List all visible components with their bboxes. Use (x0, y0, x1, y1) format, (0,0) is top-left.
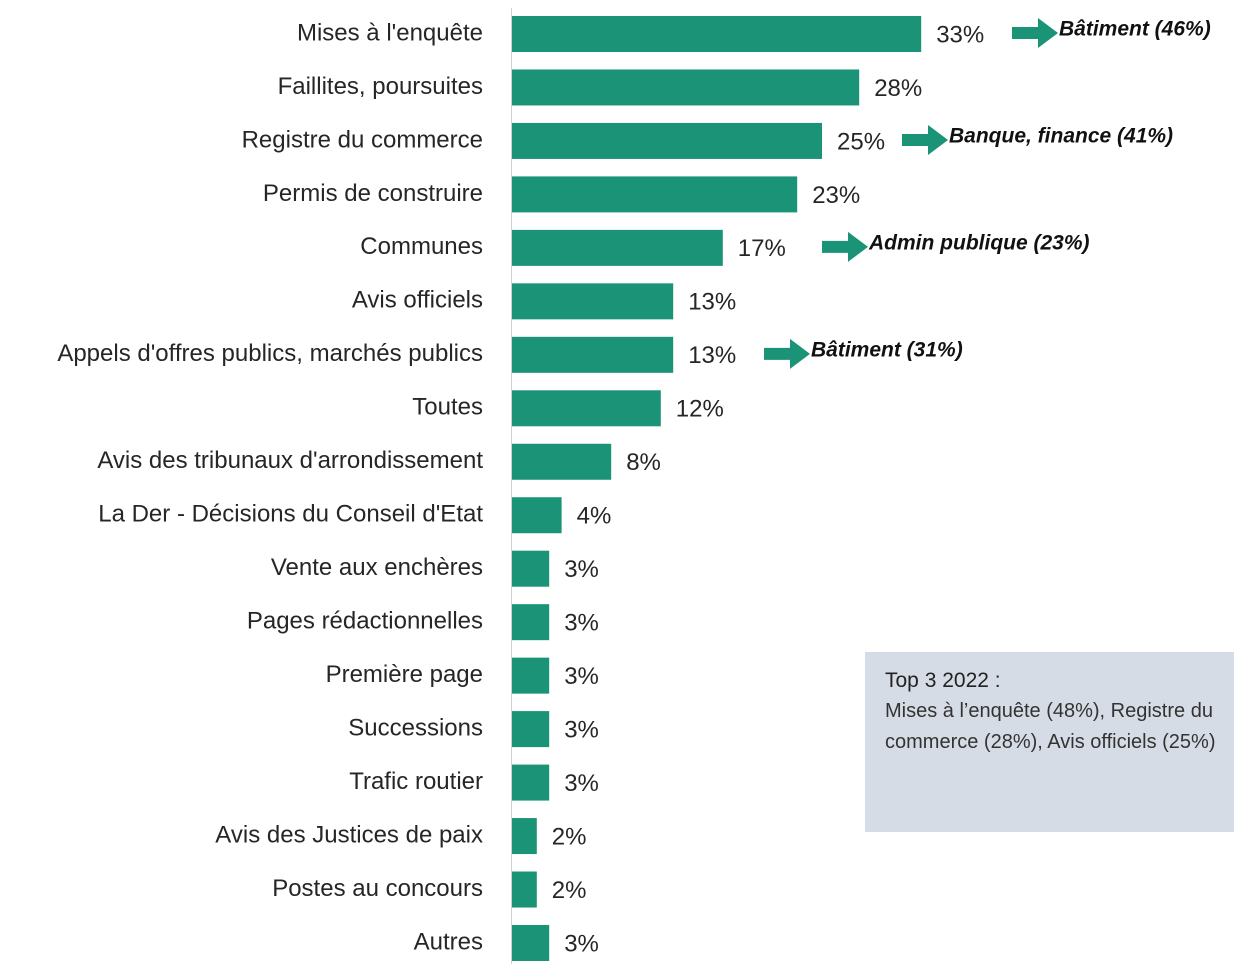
category-label: Pages rédactionnelles (247, 608, 483, 635)
category-label: Vente aux enchères (271, 554, 483, 581)
bar (512, 69, 860, 106)
value-label: 33% (936, 21, 984, 48)
annotation: Bâtiment (31%) (811, 338, 963, 361)
note-text: Mises à l’enquête (48%), Registre du com… (885, 700, 1216, 753)
category-label: Première page (326, 661, 483, 688)
bar (512, 176, 798, 213)
bar (512, 818, 537, 855)
note-box: Top 3 2022 : Mises à l’enquête (48%), Re… (865, 652, 1234, 832)
annotation-arrow (822, 231, 868, 262)
bar (512, 764, 550, 801)
bar (512, 497, 562, 534)
bar (512, 657, 550, 694)
value-label: 28% (874, 75, 922, 102)
bar (512, 924, 550, 961)
value-label: 3% (564, 770, 599, 797)
bar (512, 871, 537, 908)
category-label: Avis officiels (352, 287, 483, 314)
value-label: 3% (564, 716, 599, 743)
value-label: 3% (564, 610, 599, 637)
value-label: 23% (812, 182, 860, 209)
annotation: Bâtiment (46%) (1059, 18, 1211, 41)
category-label: Successions (348, 714, 483, 741)
value-label: 13% (688, 289, 736, 316)
annotation-arrow (902, 124, 948, 155)
bar (512, 550, 550, 587)
bar (512, 283, 674, 320)
category-label: Avis des Justices de paix (215, 821, 483, 848)
bar (512, 390, 661, 427)
note-content: Top 3 2022 : Mises à l’enquête (48%), Re… (885, 666, 1234, 758)
annotation-arrow (764, 338, 810, 369)
category-label: Faillites, poursuites (278, 73, 483, 100)
bar (512, 711, 550, 748)
category-label: Registre du commerce (242, 126, 483, 153)
note-title: Top 3 2022 : (885, 669, 1001, 692)
bar (512, 16, 922, 52)
value-label: 2% (552, 823, 587, 850)
value-label: 17% (738, 235, 786, 262)
value-label: 12% (676, 396, 724, 423)
value-label: 25% (837, 128, 885, 155)
category-label: Autres (414, 928, 483, 955)
bar (512, 122, 822, 159)
category-label: Toutes (412, 394, 483, 421)
category-label: Mises à l'enquête (297, 19, 483, 46)
value-label: 4% (577, 503, 612, 530)
value-label: 3% (564, 556, 599, 583)
category-label: Communes (360, 233, 483, 260)
bar (512, 443, 612, 480)
value-label: 3% (564, 930, 599, 957)
bar (512, 229, 723, 266)
value-label: 2% (552, 877, 587, 904)
category-label: Trafic routier (349, 768, 483, 795)
category-label: Appels d'offres publics, marchés publics (57, 340, 483, 367)
annotation: Banque, finance (41%) (949, 124, 1173, 147)
annotation-arrow (1012, 18, 1058, 48)
value-label: 13% (688, 342, 736, 369)
category-label: La Der - Décisions du Conseil d'Etat (98, 501, 483, 528)
category-label: Postes au concours (272, 875, 483, 902)
category-label: Avis des tribunaux d'arrondissement (97, 447, 483, 474)
bar (512, 336, 674, 373)
value-label: 3% (564, 663, 599, 690)
annotation: Admin publique (23%) (868, 231, 1090, 254)
category-label: Permis de construire (263, 180, 483, 207)
bar (512, 604, 550, 641)
value-label: 8% (626, 449, 661, 476)
